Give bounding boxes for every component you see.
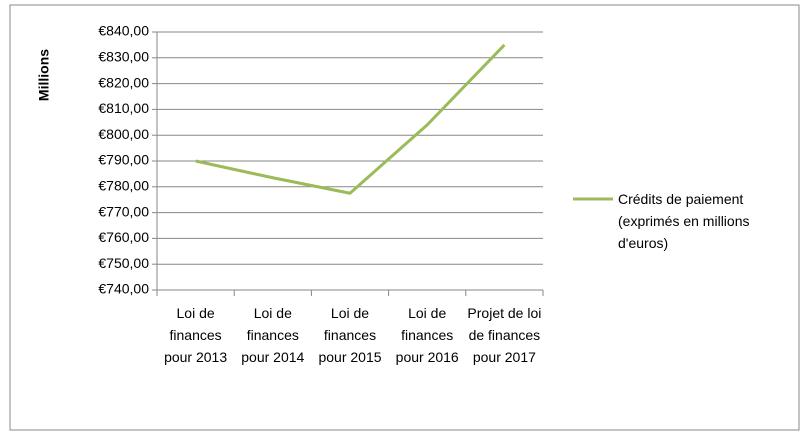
y-tick-label: €810,00	[98, 100, 149, 116]
chart-border	[9, 4, 800, 431]
x-tick-label: Loi de finances pour 2015	[318, 305, 382, 365]
y-tick-label: €750,00	[98, 255, 149, 271]
y-tick-label: €780,00	[98, 178, 149, 194]
y-tick-label: €800,00	[98, 126, 149, 142]
legend-label: Crédits de paiement (exprimés en million…	[618, 191, 750, 251]
x-tick-label: Loi de finances pour 2014	[241, 305, 305, 365]
x-tick-label: Loi de finances pour 2016	[395, 305, 459, 365]
y-axis-title: Millions	[36, 49, 52, 101]
x-tick-label: Projet de loi de finances pour 2017	[467, 305, 542, 365]
y-tick-label: €840,00	[98, 23, 149, 39]
y-tick-label: €770,00	[98, 203, 149, 219]
y-tick-label: €830,00	[98, 49, 149, 65]
data-line	[195, 43, 506, 195]
y-tick-label: €760,00	[98, 229, 149, 245]
x-tick-label: Loi de finances pour 2013	[164, 305, 228, 365]
y-tick-label: €740,00	[98, 281, 149, 297]
y-tick-label: €790,00	[98, 152, 149, 168]
y-tick-label: €820,00	[98, 74, 149, 90]
